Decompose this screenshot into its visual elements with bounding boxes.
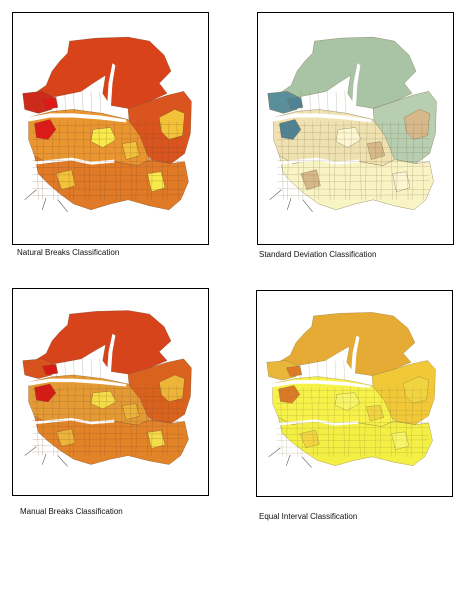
- south-region: [278, 417, 433, 466]
- fraser-river: [32, 157, 115, 165]
- north-region: [279, 36, 417, 109]
- manual-breaks-map-frame: [12, 288, 209, 496]
- hotspot-downtown: [34, 383, 57, 403]
- tract-boundaries: [32, 91, 185, 200]
- light-patch-4: [55, 428, 76, 447]
- light-patch-1: [90, 390, 117, 410]
- fraser-river: [277, 157, 360, 165]
- light-patch-1: [334, 392, 361, 411]
- coastline-spurs: [24, 189, 68, 213]
- fraser-river: [276, 419, 359, 426]
- light-patch-4: [299, 429, 320, 449]
- hotspot-north: [42, 364, 59, 376]
- light-patch-4: [300, 169, 321, 190]
- light-patch-1: [90, 127, 117, 148]
- manual-breaks-map: [22, 310, 192, 467]
- tract-boundaries: [276, 360, 429, 457]
- equal-interval-map-frame: [256, 290, 453, 497]
- manual-breaks-caption: Manual Breaks Classification: [20, 507, 123, 516]
- light-patch-2: [365, 404, 384, 422]
- natural-breaks-map-frame: [12, 12, 209, 245]
- hotspot-downtown: [279, 119, 302, 140]
- south-region: [34, 415, 189, 465]
- light-patch-2: [366, 141, 385, 160]
- north-region: [34, 310, 172, 375]
- standard-deviation-map: [267, 36, 437, 213]
- standard-deviation-map-frame: [257, 12, 454, 245]
- natural-breaks-map: [22, 36, 192, 213]
- south-region: [279, 155, 434, 211]
- river-arm: [350, 335, 360, 381]
- tract-boundaries: [32, 358, 185, 456]
- fraser-river: [32, 417, 115, 425]
- coastline-spurs: [24, 446, 68, 467]
- river-arm: [106, 63, 116, 114]
- light-patch-2: [121, 141, 140, 160]
- tract-boundaries: [277, 91, 430, 200]
- river-arm: [106, 333, 116, 379]
- river-arm: [351, 63, 361, 114]
- river-inlet: [26, 113, 127, 123]
- standard-deviation-caption: Standard Deviation Classification: [259, 250, 377, 259]
- hotspot-north: [286, 365, 303, 377]
- light-patch-1: [335, 127, 362, 148]
- natural-breaks-caption: Natural Breaks Classification: [17, 248, 120, 257]
- hotspot-north: [42, 97, 59, 110]
- river-inlet: [26, 378, 127, 387]
- hotspot-downtown: [278, 385, 301, 404]
- light-patch-2: [121, 403, 140, 420]
- north-region: [278, 312, 416, 376]
- equal-interval-caption: Equal Interval Classification: [259, 512, 358, 521]
- equal-interval-map: [266, 312, 436, 468]
- river-inlet: [271, 113, 372, 123]
- coastline-spurs: [268, 447, 312, 468]
- river-inlet: [270, 380, 371, 389]
- light-patch-4: [55, 169, 76, 190]
- south-region: [34, 155, 189, 211]
- hotspot-north: [287, 97, 304, 110]
- hotspot-downtown: [34, 119, 57, 140]
- coastline-spurs: [269, 189, 313, 213]
- north-region: [34, 36, 172, 109]
